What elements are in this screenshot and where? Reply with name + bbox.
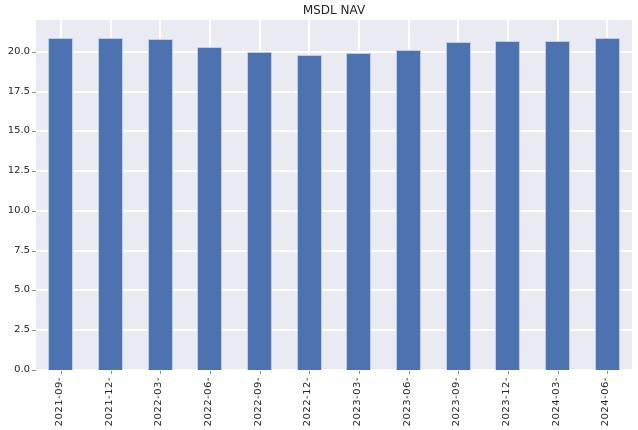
gridline-horizontal — [36, 90, 632, 93]
x-tick-label: 2023-03- — [351, 377, 363, 427]
gridline-horizontal — [36, 329, 632, 332]
gridline-horizontal — [36, 209, 632, 212]
bar — [346, 53, 372, 370]
x-tick-label: 2022-06- — [202, 377, 214, 427]
x-tick-mark — [507, 370, 509, 374]
gridline-horizontal — [36, 130, 632, 133]
y-tick-label: 2.5 — [14, 324, 30, 336]
gridline-horizontal — [36, 170, 632, 173]
gridline-horizontal — [36, 50, 632, 53]
y-tick-label: 10.0 — [7, 204, 30, 216]
chart-title: MSDL NAV — [302, 3, 366, 17]
bar — [545, 41, 570, 370]
x-tick-label: 2023-06- — [401, 377, 413, 427]
y-tick-mark — [32, 250, 36, 252]
x-tick-label: 2023-09- — [451, 377, 463, 427]
x-tick-mark — [358, 370, 360, 374]
x-tick-mark — [607, 370, 609, 374]
bar — [247, 51, 272, 370]
y-tick-mark — [32, 330, 36, 332]
bar — [445, 42, 471, 370]
x-tick-mark — [110, 370, 112, 374]
y-tick-mark — [32, 210, 36, 212]
x-tick-label: 2023-12- — [500, 377, 512, 427]
y-tick-mark — [32, 51, 36, 53]
x-tick-mark — [458, 370, 460, 374]
bar — [296, 55, 322, 370]
y-tick-mark — [32, 171, 36, 173]
x-tick-mark — [60, 370, 62, 374]
bar — [495, 41, 521, 370]
x-tick-label: 2022-12- — [302, 377, 314, 427]
y-tick-label: 15.0 — [7, 125, 30, 137]
x-tick-mark — [557, 370, 559, 374]
y-tick-label: 5.0 — [14, 284, 30, 296]
x-tick-label: 2022-03- — [153, 377, 165, 427]
x-tick-mark — [309, 370, 311, 374]
y-tick-label: 17.5 — [7, 85, 30, 97]
gridline-horizontal — [36, 369, 632, 371]
y-tick-mark — [32, 290, 36, 292]
plot-area — [36, 20, 632, 371]
x-tick-label: 2021-12- — [103, 377, 115, 427]
bar — [147, 39, 173, 370]
x-tick-label: 2021-09- — [53, 377, 65, 427]
y-tick-label: 0.0 — [14, 364, 30, 375]
bar — [48, 37, 74, 370]
y-tick-label: 12.5 — [7, 165, 30, 177]
x-tick-label: 2024-03- — [550, 377, 562, 427]
bar — [594, 38, 620, 370]
x-tick-label: 2024-06- — [600, 377, 612, 427]
x-tick-mark — [408, 370, 410, 374]
x-tick-label: 2022-09- — [252, 377, 264, 427]
bar — [98, 37, 123, 370]
y-tick-mark — [32, 131, 36, 133]
x-tick-mark — [160, 370, 162, 374]
gridline-horizontal — [36, 249, 632, 252]
y-tick-mark — [32, 370, 36, 371]
gridline-horizontal — [36, 289, 632, 292]
y-tick-label: 7.5 — [14, 244, 30, 256]
bar — [197, 47, 223, 370]
x-tick-mark — [209, 370, 211, 374]
y-tick-mark — [32, 91, 36, 93]
y-tick-label: 20.0 — [7, 45, 30, 57]
bar — [396, 50, 421, 370]
x-tick-mark — [259, 370, 261, 374]
